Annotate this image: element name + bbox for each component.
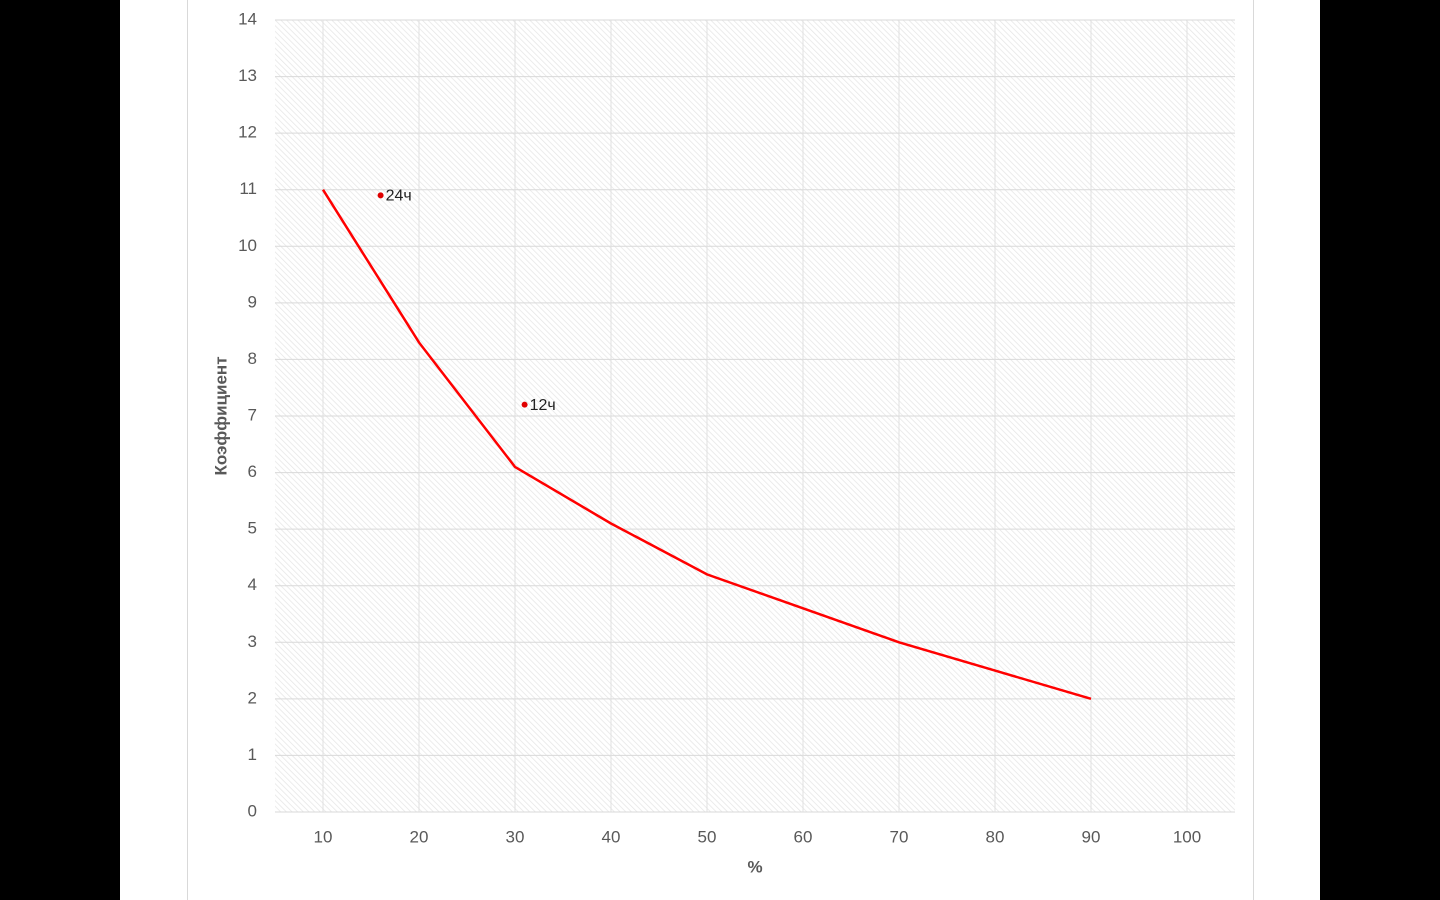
y-tick-label: 2 bbox=[248, 688, 257, 707]
y-tick-label: 5 bbox=[248, 519, 257, 538]
x-tick-label: 100 bbox=[1173, 827, 1201, 846]
y-tick-label: 12 bbox=[238, 123, 257, 142]
y-axis-title: Коэффициент bbox=[211, 356, 230, 475]
x-tick-label: 70 bbox=[890, 827, 909, 846]
chart-border bbox=[187, 0, 1254, 900]
data-point bbox=[377, 192, 384, 199]
x-tick-label: 10 bbox=[314, 827, 333, 846]
x-tick-label: 20 bbox=[410, 827, 429, 846]
y-tick-label: 3 bbox=[248, 632, 257, 651]
x-tick-label: 30 bbox=[506, 827, 525, 846]
x-tick-label: 50 bbox=[698, 827, 717, 846]
y-tick-label: 13 bbox=[238, 66, 257, 85]
x-tick-label: 90 bbox=[1082, 827, 1101, 846]
y-tick-label: 4 bbox=[248, 575, 257, 594]
data-point bbox=[521, 401, 528, 408]
point-label: 12ч bbox=[530, 397, 556, 414]
y-tick-label: 1 bbox=[248, 745, 257, 764]
data-line bbox=[321, 189, 1092, 701]
x-tick-label: 40 bbox=[602, 827, 621, 846]
y-tick-label: 14 bbox=[238, 9, 257, 28]
y-tick-label: 0 bbox=[248, 801, 257, 820]
y-tick-label: 6 bbox=[248, 462, 257, 481]
y-tick-label: 9 bbox=[248, 292, 257, 311]
x-tick-label: 60 bbox=[794, 827, 813, 846]
point-label: 24ч bbox=[386, 188, 412, 205]
x-tick-label: 80 bbox=[986, 827, 1005, 846]
y-tick-label: 11 bbox=[239, 179, 257, 198]
x-axis-title: % bbox=[747, 857, 762, 876]
y-tick-label: 10 bbox=[238, 236, 257, 255]
y-tick-label: 7 bbox=[248, 405, 257, 424]
y-tick-label: 8 bbox=[248, 349, 257, 368]
